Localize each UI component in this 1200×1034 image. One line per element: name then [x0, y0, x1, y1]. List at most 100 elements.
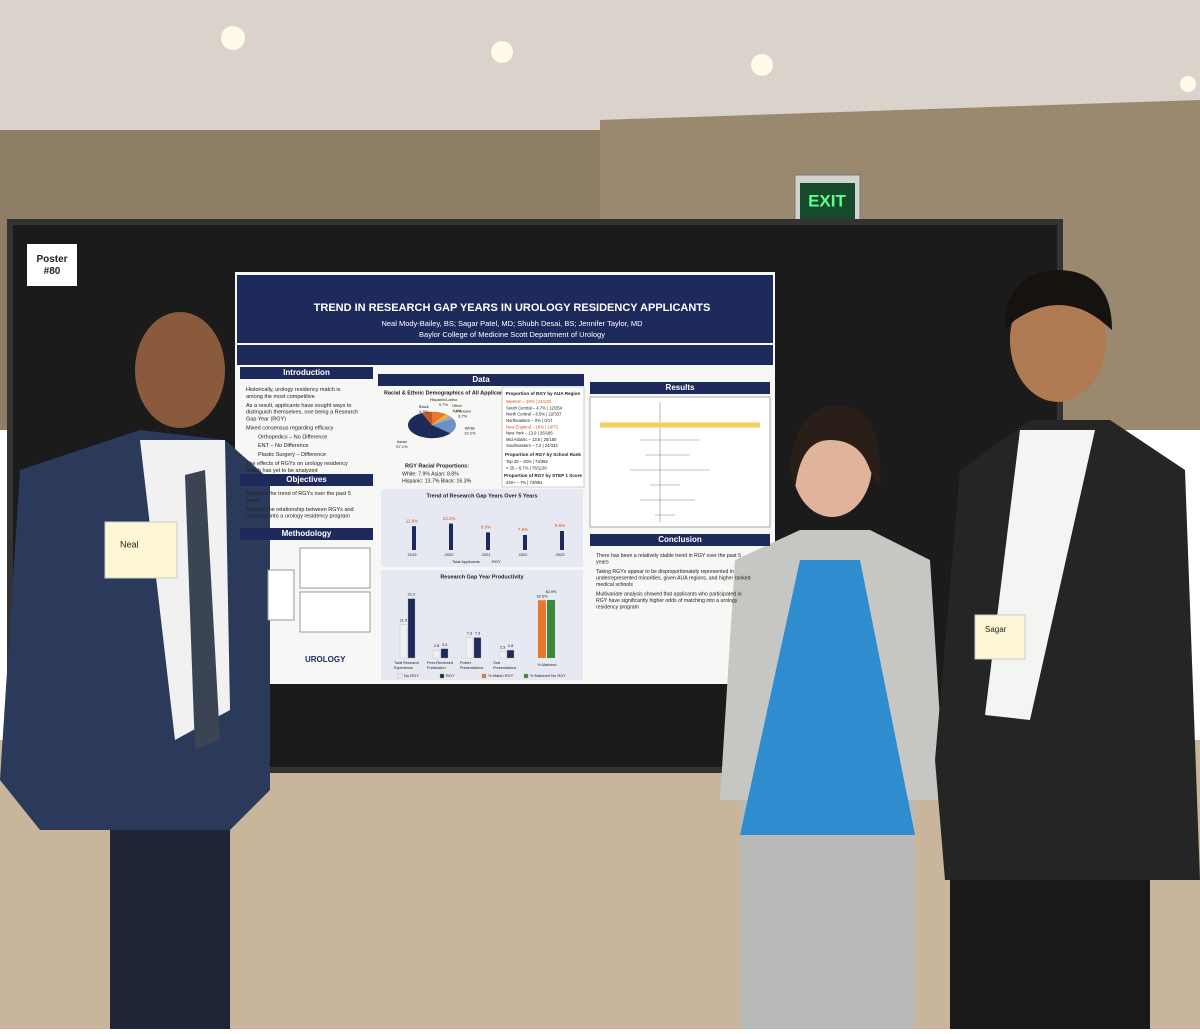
board-label-text: Poster #80 [36, 254, 67, 277]
pie-slice [432, 418, 456, 434]
value-label: 9.5% [555, 523, 565, 528]
legend-swatch [439, 673, 445, 679]
x-tick-label: 2021 [482, 552, 492, 557]
legend-swatch [523, 673, 529, 679]
table-row: 240+ – 7% | 73/981 [506, 480, 543, 485]
paragraph: Historically, urology residency match is… [246, 387, 341, 400]
table-row: New England – 16% | 16/75 [506, 424, 559, 429]
person-right-hair [1005, 270, 1112, 330]
forest-plot-lines [600, 402, 760, 522]
flowchart-box [267, 569, 295, 621]
table-row: South Central – 4.7% | 12/254 [506, 405, 563, 410]
bar [506, 650, 515, 659]
paragraph: Taking RGYs appear to be disproportionat… [596, 569, 751, 588]
paragraph: Poster Presentations [460, 661, 483, 670]
table-row: Northeastern – 0% | 0/17 [506, 418, 553, 423]
paragraph: The effects of RGYs on urology residency… [246, 461, 348, 474]
table-row: > 25 – 6.7% | 76/1136 [506, 465, 547, 470]
table-row: Top 25 – 20% | 73/365 [506, 459, 549, 464]
paragraph: Measure the trend of RGYs over the past … [246, 491, 351, 504]
bar [560, 531, 564, 550]
paragraph: Multivariate analysis showed that applic… [596, 592, 742, 611]
paragraph: Peer-Reviewed Publication [427, 661, 453, 670]
poster-content: EXIT Poster #80 Neal Sagar TREND IN RESEARCH … [36, 191, 1007, 680]
paragraph: Plastic Surgery – Difference [258, 452, 326, 458]
value-label: 7.3 [475, 631, 481, 636]
slice-value: 3.7% [458, 413, 468, 418]
table-row: Western – 20% | 24/120 [506, 399, 551, 404]
paragraph: Total Research Experience [394, 661, 419, 670]
person-middle-hair [790, 405, 881, 490]
chart-title: Trend of Research Gap Years Over 5 Years [426, 493, 537, 499]
badge-name: Sagar [985, 625, 1007, 634]
bar [440, 648, 449, 659]
value-label: 13.2% [443, 516, 456, 521]
legend-swatch [481, 673, 487, 679]
paragraph: Mixed consensus regarding efficacy [246, 426, 334, 432]
paragraph: As a result, applicants have sought ways… [246, 403, 358, 423]
section-title: Methodology [282, 529, 332, 538]
rgy-line: Hispanic: 13.7% Black: 16.3% [402, 478, 472, 484]
value-label: 82.9% [546, 590, 557, 594]
bar [465, 637, 474, 659]
x-tick-label: 2019 [408, 552, 418, 557]
slice-label: Hispanic/Latino [430, 397, 458, 402]
bar [432, 650, 441, 659]
pie-slice [432, 416, 453, 425]
table-title: Proportion of RGY by School Rank [505, 452, 581, 457]
paragraph: ENT – No Difference [258, 444, 309, 450]
slice-label: Other [452, 403, 463, 408]
badge [974, 614, 1026, 660]
section-header [240, 367, 373, 379]
value-label: 3.3 [442, 642, 448, 647]
bar [473, 637, 482, 659]
person-left-suit [0, 430, 270, 830]
value-label: 7.3 [467, 631, 473, 636]
value-label: 21.2 [408, 592, 417, 597]
flowchart-box [299, 591, 371, 633]
subtitle: RGY Racial Proportions: [405, 463, 469, 469]
bar [547, 599, 555, 658]
bar [407, 598, 416, 659]
value-label: 7.5% [518, 527, 528, 532]
section-header [240, 474, 373, 486]
paragraph: Oral Presentations [493, 661, 516, 670]
slice-value: 3.4% [452, 408, 462, 413]
x-tick-label: 2020 [445, 552, 455, 557]
paragraph: There has been a relatively stable trend… [596, 553, 741, 566]
forest-plot [589, 396, 771, 528]
legend-entry: RGY [446, 673, 455, 678]
person-left-head [135, 312, 225, 428]
table-box [501, 386, 585, 488]
table-row: Mid Atlantic – 13.6 | 25/180 [506, 437, 557, 442]
table-title: Proportion of RGY by AUA Region [506, 391, 581, 396]
chart-title: Racial & Ethnic Demographics of All Appl… [384, 390, 508, 396]
slice-label: Black [419, 404, 429, 409]
slice-value: 57.1% [396, 444, 408, 449]
value-label: 82.5% [537, 594, 548, 598]
slice-value: 6.9% [419, 409, 429, 414]
bar [538, 600, 546, 658]
x-tick-label: % Matched [538, 663, 557, 667]
value-label: 11.9% [406, 518, 418, 523]
rgy-line: White: 7.9% Asian: 8.8% [402, 471, 459, 477]
section-header [590, 534, 770, 546]
poster-band [237, 345, 773, 365]
slice-label: White [465, 426, 476, 431]
slice-label: Asian [397, 439, 407, 444]
poster-authors: Neal Mody-Bailey, BS; Sagar Patel, MD; S… [381, 319, 643, 328]
person-left-tie [185, 470, 220, 750]
x-tick-label: 2023 [556, 552, 566, 557]
section-header [590, 382, 770, 394]
person-middle-legs [740, 800, 915, 1029]
board-label [27, 244, 77, 286]
slice-value: 19.2% [464, 431, 476, 436]
person-right-legs [950, 870, 1150, 1029]
exit-sign-face [800, 183, 855, 220]
table-row: New York – 13.9 | 26/186 [506, 431, 553, 436]
ceiling-light [221, 26, 245, 50]
ceiling-light [1180, 76, 1196, 92]
bar [399, 624, 408, 659]
person-middle-top [740, 560, 915, 835]
section-title: Conclusion [658, 535, 702, 544]
